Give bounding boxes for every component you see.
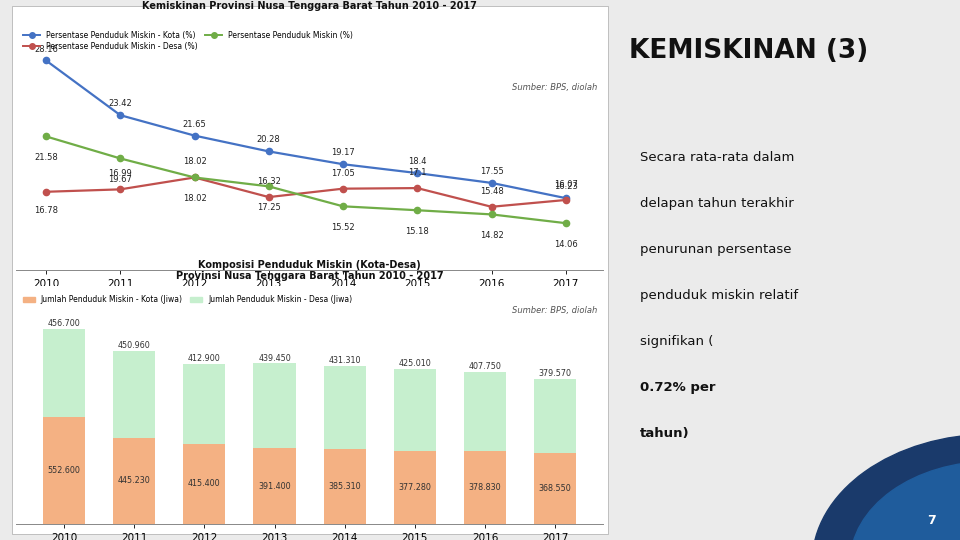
Bar: [183, 364, 226, 444]
Text: 17.25: 17.25: [257, 203, 280, 212]
Text: 16.78: 16.78: [34, 206, 58, 215]
Title: Komposisi Penduduk Miskin (Kota-Desa)
Provinsi Nusa Tenggara Barat Tahun 2010 - : Komposisi Penduduk Miskin (Kota-Desa) Pr…: [176, 260, 444, 281]
Bar: [394, 451, 436, 524]
Text: 16.32: 16.32: [257, 177, 280, 186]
Bar: [324, 449, 366, 524]
Text: 439.450: 439.450: [258, 354, 291, 362]
Text: 14.06: 14.06: [554, 240, 578, 249]
Text: 15.18: 15.18: [405, 227, 429, 236]
Text: 19.17: 19.17: [331, 148, 355, 157]
Text: 431.310: 431.310: [328, 356, 361, 365]
Bar: [43, 329, 85, 417]
Text: signifikan (: signifikan (: [639, 335, 713, 348]
Text: 378.830: 378.830: [468, 483, 501, 492]
Text: tahun): tahun): [639, 427, 689, 440]
Text: 17.55: 17.55: [480, 167, 503, 176]
Text: 14.82: 14.82: [480, 231, 503, 240]
Bar: [394, 369, 436, 451]
Text: 21.58: 21.58: [35, 153, 58, 162]
Legend: Jumlah Penduduk Miskin - Kota (Jiwa), Jumlah Penduduk Miskin - Desa (Jiwa): Jumlah Penduduk Miskin - Kota (Jiwa), Ju…: [20, 292, 355, 307]
Bar: [253, 448, 296, 524]
Text: 385.310: 385.310: [328, 482, 361, 491]
Text: KEMISKINAN (3): KEMISKINAN (3): [629, 38, 868, 64]
Text: 16.99: 16.99: [108, 169, 132, 178]
Legend: Persentase Penduduk Miskin - Kota (%), Persentase Penduduk Miskin - Desa (%), Pe: Persentase Penduduk Miskin - Kota (%), P…: [20, 28, 356, 54]
Text: penurunan persentase: penurunan persentase: [639, 243, 791, 256]
Text: 391.400: 391.400: [258, 482, 291, 490]
Text: 16.07: 16.07: [554, 180, 578, 189]
Title: Komposisi Penduduk Miskin Perkotaan dan Perdesaan dengan Tingkat
Kemiskinan Prov: Komposisi Penduduk Miskin Perkotaan dan …: [115, 0, 504, 11]
Text: 15.52: 15.52: [331, 223, 355, 232]
Text: Secara rata-rata dalam: Secara rata-rata dalam: [639, 151, 794, 164]
Text: 425.010: 425.010: [398, 359, 431, 368]
Bar: [464, 372, 506, 451]
Text: 7: 7: [927, 514, 936, 526]
Text: 412.900: 412.900: [188, 354, 221, 363]
Text: 17.1: 17.1: [408, 168, 426, 177]
Text: 379.570: 379.570: [539, 369, 571, 379]
Text: 377.280: 377.280: [398, 483, 431, 492]
Bar: [253, 363, 296, 448]
Text: 16.23: 16.23: [554, 182, 578, 191]
Bar: [183, 444, 226, 524]
Bar: [324, 366, 366, 449]
Text: 21.65: 21.65: [182, 120, 206, 129]
Text: Sumber: BPS, diolah: Sumber: BPS, diolah: [512, 83, 597, 92]
Bar: [113, 351, 156, 438]
Text: 18.02: 18.02: [182, 194, 206, 203]
Text: 17.05: 17.05: [331, 168, 355, 178]
Text: 407.750: 407.750: [468, 362, 501, 371]
Bar: [464, 451, 506, 524]
Text: 415.400: 415.400: [188, 479, 221, 488]
Bar: [113, 438, 156, 524]
Text: 368.550: 368.550: [539, 484, 571, 492]
Text: 552.600: 552.600: [48, 466, 81, 475]
Text: Sumber: BPS, diolah: Sumber: BPS, diolah: [512, 306, 597, 315]
Text: 18.02: 18.02: [182, 157, 206, 166]
Text: delapan tahun terakhir: delapan tahun terakhir: [639, 197, 793, 210]
Circle shape: [851, 461, 960, 540]
Text: 0.72% per: 0.72% per: [639, 381, 715, 394]
Text: 15.48: 15.48: [480, 187, 503, 195]
Text: 19.67: 19.67: [108, 175, 132, 184]
Bar: [43, 417, 85, 524]
Text: 456.700: 456.700: [48, 319, 81, 328]
Text: 450.960: 450.960: [118, 341, 151, 350]
Text: 28.16: 28.16: [35, 45, 58, 53]
Text: 20.28: 20.28: [257, 136, 280, 145]
Text: 23.42: 23.42: [108, 99, 132, 108]
Text: penduduk miskin relatif: penduduk miskin relatif: [639, 289, 798, 302]
Bar: [534, 453, 576, 524]
Circle shape: [812, 434, 960, 540]
Text: 18.4: 18.4: [408, 157, 426, 166]
Bar: [534, 380, 576, 453]
Text: 445.230: 445.230: [118, 476, 151, 485]
